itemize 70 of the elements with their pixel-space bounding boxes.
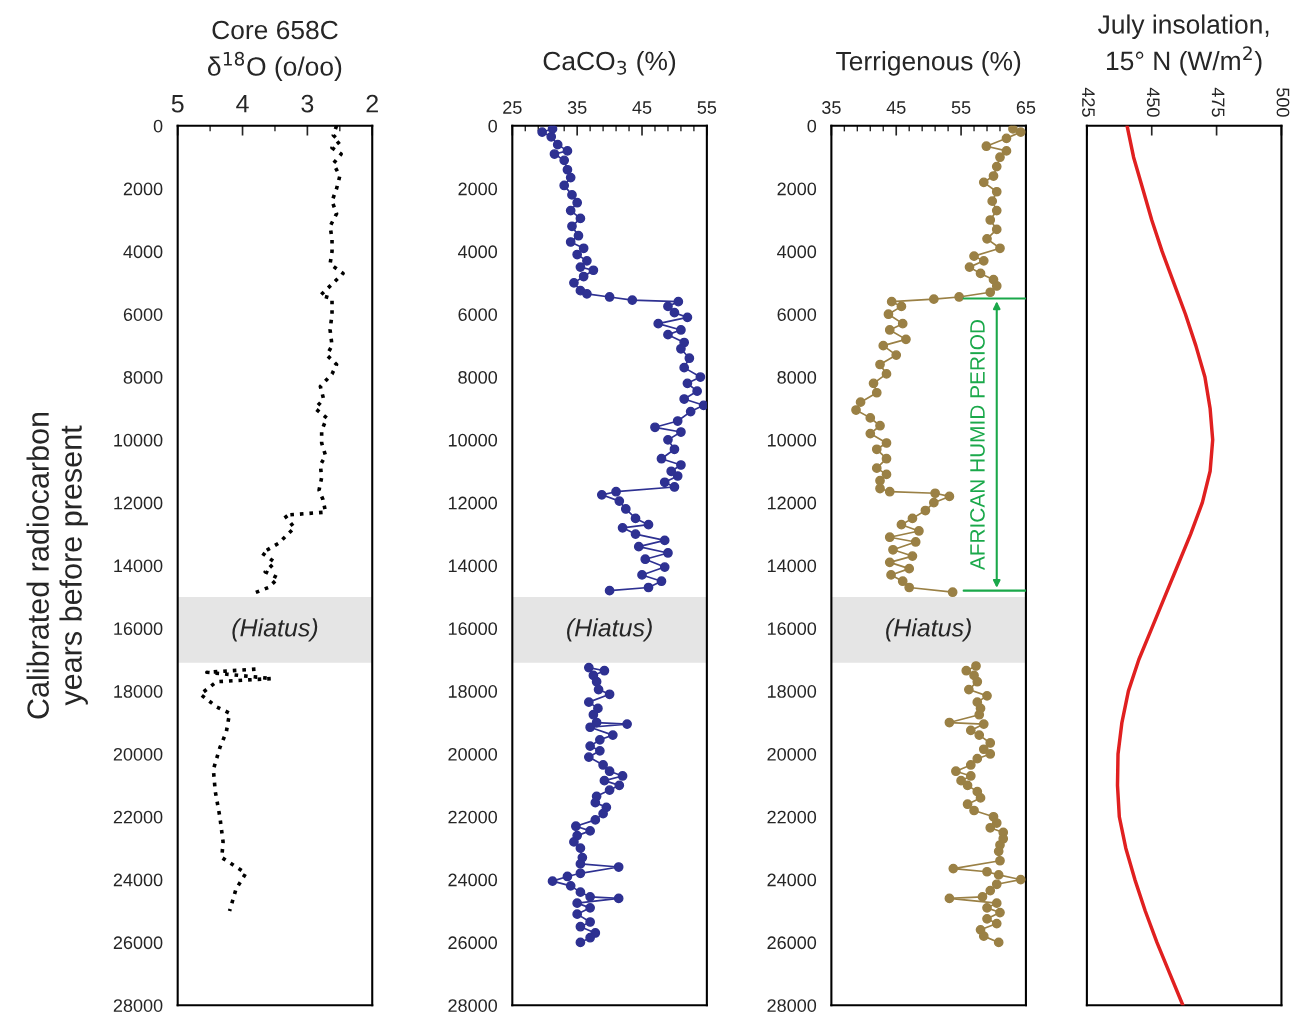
x-tick-label: 55 — [951, 101, 971, 114]
x-tick-label: 45 — [632, 101, 652, 114]
y-tick-label: 18000 — [767, 685, 817, 698]
y-tick-label: 6000 — [777, 308, 817, 321]
y-tick-label: 26000 — [767, 936, 817, 950]
y-tick-label: 2000 — [123, 182, 163, 196]
x-tick-label: 4 — [236, 95, 249, 113]
band-label: (Hiatus) — [886, 618, 971, 642]
x-tick-label: 475 — [1211, 87, 1225, 117]
annotation: AFRICAN HUMID PERIOD — [970, 319, 985, 571]
y-tick-label: 2000 — [458, 182, 498, 196]
y-tick-label: 10000 — [448, 433, 498, 447]
band-label: (Hiatus) — [567, 618, 652, 642]
chart-title: July insolation, 15° N (W/m$^{2}$) — [1098, 14, 1269, 76]
y-tick-label: 26000 — [448, 936, 498, 950]
band-label: (Hiatus) — [232, 618, 318, 642]
y-tick-label: 0 — [807, 119, 817, 133]
y-tick-label: 16000 — [114, 622, 163, 636]
y-tick-label: 4000 — [123, 245, 163, 259]
y-tick-label: 8000 — [123, 370, 163, 384]
x-tick-label: 25 — [503, 101, 522, 114]
y-tick-label: 16000 — [448, 622, 498, 636]
y-tick-label: 10000 — [767, 433, 817, 447]
y-tick-label: 24000 — [767, 873, 817, 887]
y-tick-label: 22000 — [448, 810, 498, 824]
y-tick-label: 6000 — [458, 308, 498, 321]
x-tick-label: 5 — [171, 95, 184, 113]
chart-title: CaCO$_{3}$ (%) — [543, 50, 676, 76]
y-tick-label: 14000 — [114, 559, 163, 573]
chart-title: Terrigenous (%) — [836, 51, 1021, 76]
x-tick-label: 45 — [886, 101, 906, 114]
y-tick-label: 10000 — [114, 433, 163, 447]
y-tick-label: 0 — [153, 119, 163, 133]
y-tick-label: 28000 — [448, 999, 498, 1012]
y-tick-label: 8000 — [777, 370, 817, 384]
y-tick-label: 28000 — [767, 999, 817, 1012]
y-tick-label: 18000 — [448, 685, 498, 698]
y-axis-title: Calibrated radiocarbon years before present — [26, 412, 88, 719]
y-tick-label: 22000 — [113, 810, 163, 824]
x-tick-label: 55 — [697, 101, 717, 114]
y-tick-label: 20000 — [113, 747, 163, 761]
y-tick-label: 12000 — [767, 496, 817, 510]
x-tick-label: 450 — [1146, 87, 1160, 117]
x-tick-label: 35 — [567, 101, 587, 114]
y-tick-label: 14000 — [448, 559, 498, 573]
y-tick-label: 28000 — [113, 999, 163, 1012]
y-tick-label: 0 — [488, 119, 498, 133]
y-tick-label: 16000 — [767, 622, 817, 636]
y-tick-label: 22000 — [767, 810, 817, 824]
y-tick-label: 14000 — [767, 559, 817, 573]
y-tick-label: 4000 — [777, 245, 817, 259]
y-tick-label: 24000 — [448, 873, 498, 887]
x-tick-label: 65 — [1016, 101, 1036, 114]
y-tick-label: 24000 — [113, 873, 163, 887]
x-tick-label: 500 — [1276, 88, 1290, 117]
y-tick-label: 12000 — [114, 496, 163, 510]
y-tick-label: 18000 — [114, 685, 163, 698]
y-tick-label: 8000 — [458, 370, 498, 384]
y-tick-label: 20000 — [767, 747, 817, 761]
y-tick-label: 20000 — [448, 747, 498, 761]
x-tick-label: 3 — [301, 94, 314, 113]
y-tick-label: 26000 — [113, 936, 163, 950]
y-tick-label: 4000 — [457, 245, 498, 259]
y-tick-label: 6000 — [123, 308, 163, 321]
x-tick-label: 425 — [1082, 87, 1095, 117]
x-tick-label: 2 — [366, 94, 378, 113]
chart-title: Core 658C δ$^{18}$O (o/oo) — [207, 20, 342, 82]
y-tick-label: 12000 — [448, 496, 498, 510]
y-tick-label: 2000 — [777, 182, 817, 196]
x-tick-label: 35 — [822, 101, 841, 114]
